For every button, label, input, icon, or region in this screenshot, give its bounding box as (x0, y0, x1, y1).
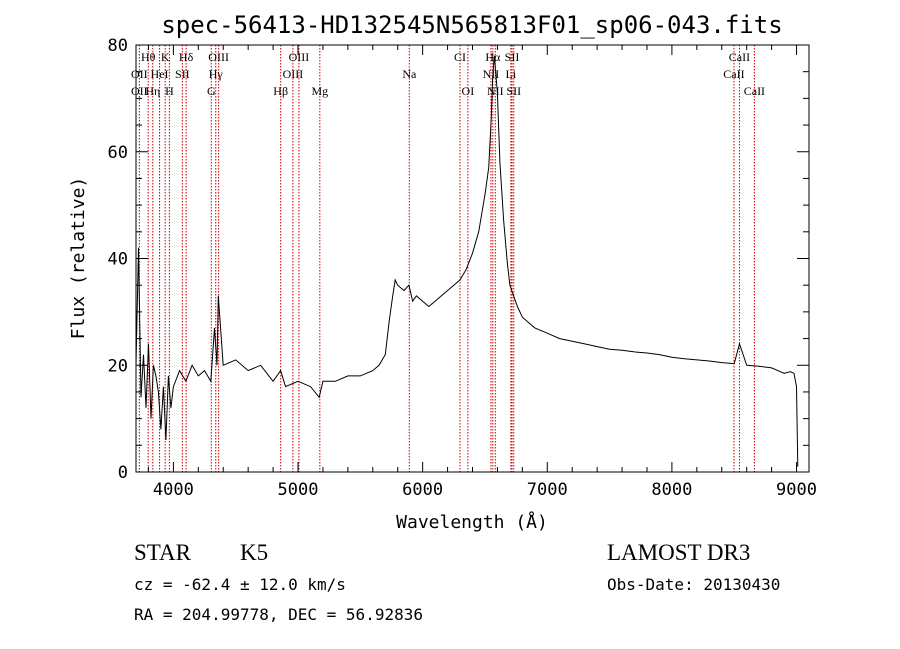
spectral-line-labels: Hθ K Hδ OIII OIII CI Hα SII CaII OII HeI SII Hγ OIII N… (131, 50, 765, 98)
spectral-line-label: Hδ (179, 50, 194, 64)
x-tick-label: 5000 (278, 480, 319, 500)
x-axis-ticks: 4000 5000 6000 7000 8000 9000 (147, 45, 817, 500)
x-tick-label: 6000 (402, 480, 443, 500)
y-axis-ticks: 0 20 40 60 80 (108, 36, 809, 483)
spectral-line-label: CaII (744, 84, 765, 98)
spectral-line-label: CI (454, 50, 466, 64)
y-tick-label: 60 (108, 143, 128, 163)
spectral-line-label: Hη (145, 84, 160, 98)
spectral-line-label: G (207, 84, 216, 98)
spectral-line-label: CaII (729, 50, 750, 64)
obs-date-text: Obs-Date: 20130430 (607, 575, 780, 594)
y-tick-label: 20 (108, 356, 128, 376)
spectral-line-label: Mg (311, 84, 328, 98)
spectral-line-label: OIII (283, 67, 304, 81)
spectral-line-label: H (165, 84, 174, 98)
chart-title: spec-56413-HD132545N565813F01_sp06-043.f… (161, 11, 782, 39)
spectral-line-markers (138, 45, 755, 472)
spectral-line-label: OIII (289, 50, 310, 64)
spectral-line-label: OIII (208, 50, 229, 64)
y-axis-label: Flux (relative) (68, 177, 89, 340)
spectral-line-label: SII (505, 50, 520, 64)
y-tick-label: 40 (108, 250, 128, 270)
spectral-line-label: OII (131, 67, 148, 81)
spectral-line-label: Hθ (141, 50, 156, 64)
spectral-line-label: Hα (485, 50, 501, 64)
x-axis-label: Wavelength (Å) (396, 511, 548, 533)
redshift-text: cz = -62.4 ± 12.0 km/s (134, 575, 346, 594)
x-tick-label: 4000 (153, 480, 194, 500)
spectral-line-label: SII (506, 84, 521, 98)
spectrum-series-line (135, 55, 799, 467)
y-tick-label: 0 (118, 463, 128, 483)
object-subclass-label: K5 (240, 540, 268, 565)
spectral-line-label: SII (175, 67, 190, 81)
spectral-line-label: Li (506, 67, 517, 81)
coordinates-text: RA = 204.99778, DEC = 56.92836 (134, 605, 423, 624)
spectral-line-label: OII (131, 84, 148, 98)
plot-frame (135, 44, 810, 473)
survey-label: LAMOST DR3 (607, 540, 750, 565)
y-tick-label: 80 (108, 36, 128, 56)
spectral-line-label: CaII (723, 67, 744, 81)
spectral-line-label: OI (462, 84, 475, 98)
x-tick-label: 9000 (776, 480, 817, 500)
spectral-line-label: Hγ (209, 67, 224, 81)
spectral-line-label: NII (483, 67, 500, 81)
spectral-line-label: NII (487, 84, 504, 98)
object-class-label: STAR (134, 540, 192, 565)
spectral-line-label: Hβ (273, 84, 288, 98)
x-tick-label: 7000 (527, 480, 568, 500)
x-tick-label: 8000 (651, 480, 692, 500)
spectral-line-label: HeI (151, 67, 169, 81)
spectral-line-label: K (161, 50, 170, 64)
spectral-line-label: Na (402, 67, 417, 81)
